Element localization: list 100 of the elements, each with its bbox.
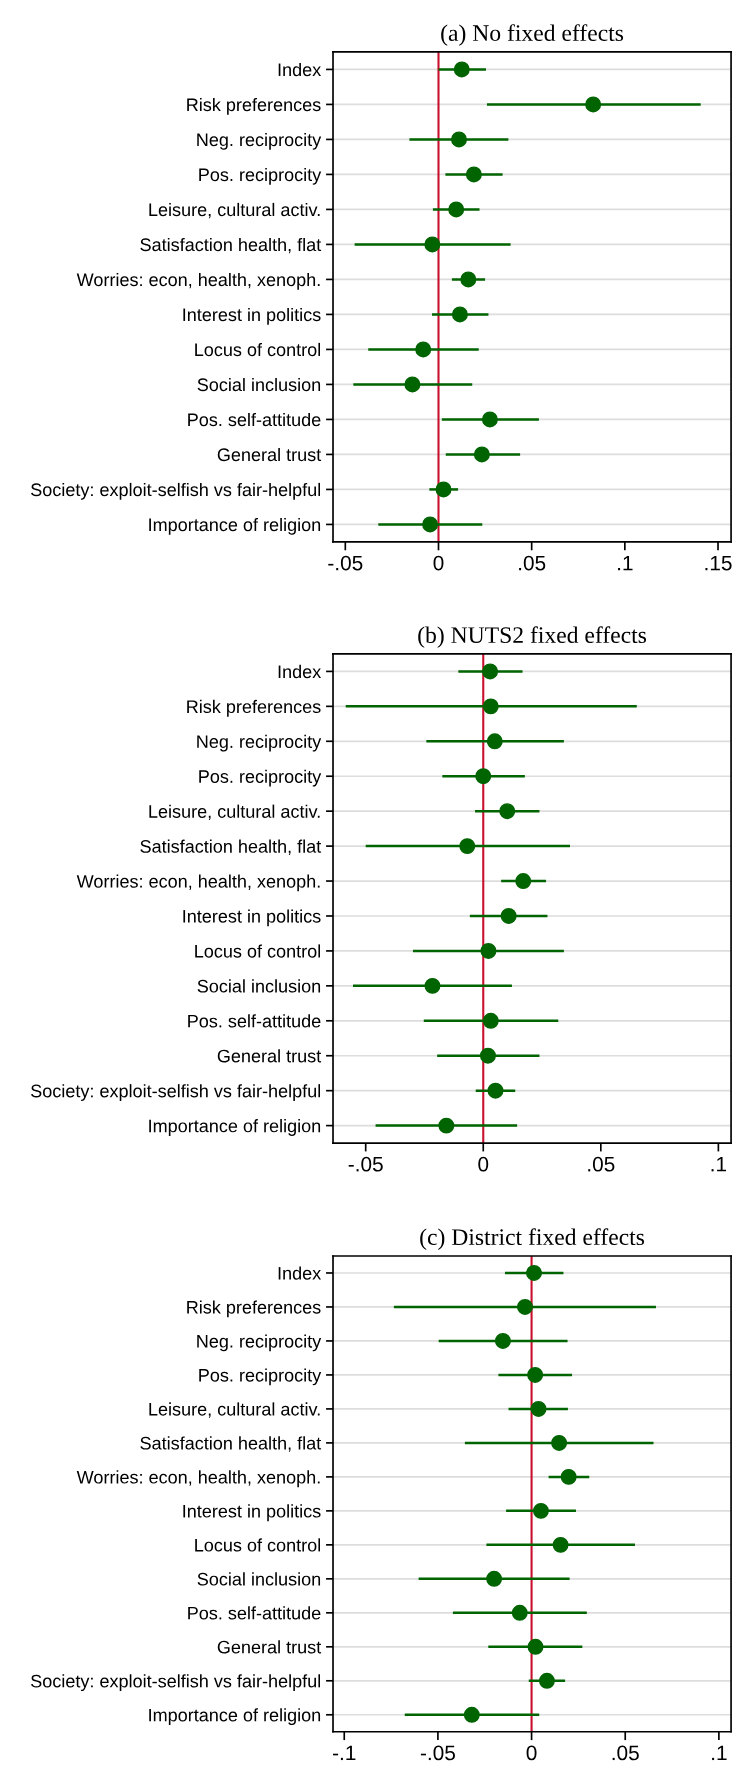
point	[422, 516, 439, 533]
y-tick-label: Risk preferences	[187, 1300, 321, 1318]
y-tick-label: Risk preferences	[187, 97, 321, 115]
x-tick-label: .05	[612, 1745, 639, 1761]
point	[424, 977, 441, 994]
y-tick-label: Index	[278, 62, 322, 77]
x-tick-label: -.05	[348, 1156, 383, 1172]
y-tick-label: Interest in politics	[183, 307, 321, 325]
point	[499, 803, 516, 820]
x-tick-label: .1	[712, 1745, 727, 1761]
chart-title: (a) No fixed effects	[441, 24, 624, 46]
y-tick-label: Social inclusion	[197, 1572, 321, 1586]
point	[463, 1706, 480, 1723]
point	[511, 1604, 528, 1621]
point	[538, 1672, 555, 1689]
chart-title: (b) NUTS2 fixed effects	[418, 626, 647, 648]
point	[494, 1332, 511, 1349]
point	[448, 201, 465, 218]
point	[475, 768, 492, 785]
y-tick-label: Locus of control	[195, 944, 321, 958]
point	[526, 1264, 542, 1281]
x-tick-label: -.05	[328, 555, 363, 571]
y-tick-label: Satisfaction health, flat	[140, 839, 322, 855]
point	[453, 61, 470, 78]
x-tick-label: .05	[588, 1156, 615, 1172]
y-tick-label: Importance of religion	[149, 517, 321, 535]
y-tick-label: General trust	[217, 447, 322, 462]
y-tick-label: Locus of control	[195, 1538, 321, 1552]
y-tick-label: Satisfaction health, flat	[140, 1436, 322, 1452]
chart-title: (c) District fixed effects	[420, 1228, 645, 1250]
y-tick-label: Interest in politics	[183, 1504, 321, 1522]
point	[473, 446, 490, 463]
point	[486, 1570, 503, 1587]
y-tick-label: Satisfaction health, flat	[140, 237, 322, 254]
x-tick-label: -.1	[333, 1745, 356, 1761]
point	[482, 698, 499, 715]
point	[465, 166, 482, 183]
point	[530, 1400, 547, 1417]
point	[532, 1502, 549, 1519]
y-tick-label: Pos. reciprocity	[199, 167, 322, 185]
point	[585, 96, 602, 113]
y-tick-label: Worries: econ, health, xenoph.	[76, 1470, 320, 1488]
y-tick-label: General trust	[217, 1049, 322, 1063]
point	[459, 838, 476, 855]
y-tick-label: Social inclusion	[197, 979, 321, 993]
point	[517, 1298, 533, 1315]
y-tick-label: Pos. self-attitude	[188, 1606, 321, 1620]
y-tick-label: Leisure, cultural activ.	[149, 202, 320, 219]
y-tick-label: Index	[278, 664, 322, 679]
y-tick-label: Index	[278, 1266, 322, 1280]
y-tick-label: Neg. reciprocity	[197, 734, 322, 752]
x-tick-label: .05	[519, 555, 546, 571]
x-tick-label: .1	[618, 555, 633, 571]
x-tick-label: 0	[433, 555, 444, 571]
y-tick-label: Interest in politics	[183, 909, 321, 927]
point	[527, 1638, 544, 1655]
point	[415, 341, 432, 358]
point	[500, 908, 517, 924]
point	[486, 733, 503, 750]
y-tick-label: Neg. reciprocity	[197, 1334, 322, 1352]
y-tick-label: Worries: econ, health, xenoph.	[76, 272, 320, 290]
point	[527, 1366, 544, 1383]
y-tick-label: Pos. reciprocity	[199, 769, 322, 787]
y-tick-label: Pos. reciprocity	[199, 1368, 322, 1386]
point	[451, 306, 468, 323]
point	[551, 1434, 568, 1451]
point	[479, 1047, 496, 1064]
point	[438, 1117, 455, 1134]
y-tick-label: Pos. self-attitude	[188, 1014, 321, 1028]
y-tick-label: Locus of control	[195, 342, 321, 357]
y-tick-label: Worries: econ, health, xenoph.	[76, 874, 320, 892]
y-tick-label: Leisure, cultural activ.	[149, 804, 320, 821]
x-tick-label: 0	[478, 1156, 489, 1172]
y-tick-label: Importance of religion	[149, 1119, 321, 1136]
y-tick-label: Social inclusion	[197, 377, 321, 392]
point	[487, 1082, 504, 1099]
point	[424, 236, 441, 253]
point	[435, 481, 452, 498]
y-tick-label: Pos. self-attitude	[188, 412, 321, 427]
point	[482, 1012, 499, 1029]
point	[552, 1536, 569, 1553]
x-tick-label: .15	[705, 555, 732, 571]
point	[451, 131, 467, 148]
x-tick-label: .1	[711, 1157, 727, 1172]
x-tick-label: 0	[526, 1745, 537, 1761]
point	[515, 873, 532, 890]
point	[560, 1468, 577, 1485]
y-tick-label: Leisure, cultural activ.	[149, 1402, 320, 1418]
point	[480, 942, 497, 959]
y-tick-label: Society: exploit-selfish vs fair-helpful	[31, 1084, 321, 1101]
y-tick-label: Risk preferences	[187, 699, 321, 717]
point	[481, 411, 498, 428]
point	[404, 376, 421, 393]
point	[482, 663, 499, 680]
y-tick-label: Importance of religion	[149, 1708, 321, 1726]
y-tick-label: Neg. reciprocity	[197, 132, 322, 150]
y-tick-label: General trust	[217, 1640, 322, 1654]
x-tick-label: -.05	[420, 1745, 455, 1761]
y-tick-label: Society: exploit-selfish vs fair-helpful	[31, 1674, 321, 1692]
point	[460, 271, 477, 288]
